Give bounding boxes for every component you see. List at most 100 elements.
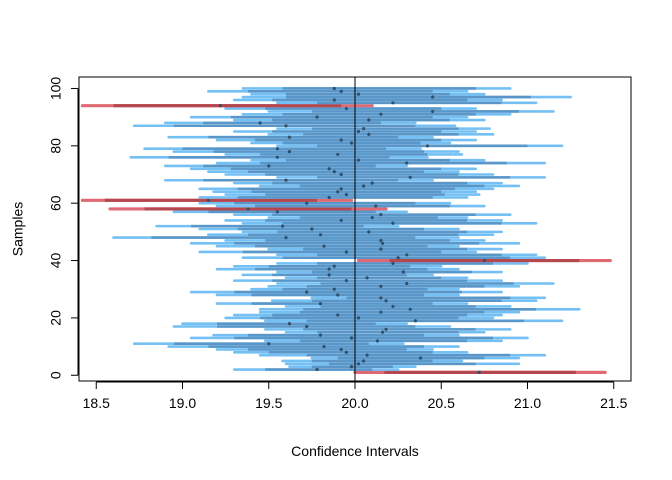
estimate-point-63 <box>344 192 348 197</box>
estimate-point-5 <box>362 359 366 363</box>
estimate-point-73 <box>267 164 271 168</box>
estimate-point-91 <box>379 112 383 116</box>
estimate-point-22 <box>379 310 383 314</box>
estimate-point-18 <box>287 322 292 326</box>
estimate-point-28 <box>336 293 340 297</box>
estimate-point-62 <box>327 195 331 200</box>
estimate-point-40 <box>482 258 486 263</box>
estimates-layer <box>206 86 486 374</box>
estimate-point-95 <box>391 101 395 105</box>
estimate-point-45 <box>322 244 326 248</box>
estimate-point-81 <box>349 141 354 145</box>
estimate-point-89 <box>367 118 371 122</box>
x-tick-label-1: 19.0 <box>169 395 196 411</box>
estimate-point-8 <box>344 350 348 354</box>
estimate-point-48 <box>284 236 288 240</box>
estimate-point-90 <box>315 115 319 119</box>
estimate-point-35 <box>327 273 331 277</box>
estimate-point-68 <box>284 178 288 182</box>
estimate-point-84 <box>367 132 371 136</box>
y-tick-label-4: 80 <box>48 138 64 154</box>
estimate-point-58 <box>246 207 250 211</box>
estimate-point-55 <box>370 215 374 220</box>
estimate-point-19 <box>413 319 417 323</box>
estimate-point-33 <box>344 279 348 283</box>
estimate-point-72 <box>327 167 331 171</box>
estimate-point-4 <box>356 362 361 366</box>
estimate-point-50 <box>367 230 371 234</box>
estimate-point-69 <box>408 175 412 179</box>
estimate-point-82 <box>339 138 343 142</box>
estimate-point-57 <box>275 210 279 214</box>
estimate-point-56 <box>379 213 383 217</box>
estimate-point-38 <box>332 264 336 268</box>
estimate-point-79 <box>275 147 279 151</box>
intervals-layer <box>80 87 612 374</box>
plot-frame <box>78 76 632 382</box>
estimate-point-37 <box>327 267 331 271</box>
estimate-point-29 <box>305 290 309 294</box>
estimate-point-70 <box>339 172 343 177</box>
estimate-point-34 <box>365 276 369 280</box>
estimate-point-100 <box>332 86 336 91</box>
estimate-point-47 <box>379 238 383 243</box>
estimate-point-46 <box>381 241 385 245</box>
estimate-point-51 <box>310 227 314 231</box>
y-tick-label-3: 60 <box>48 195 64 211</box>
y-axis-title: Samples <box>10 202 26 256</box>
estimate-point-87 <box>284 124 288 128</box>
estimate-point-30 <box>332 287 336 291</box>
estimate-point-32 <box>405 281 409 286</box>
estimate-point-6 <box>418 356 423 360</box>
estimate-point-53 <box>391 221 395 225</box>
x-tick-label-2: 19.5 <box>255 395 282 411</box>
x-tick-label-5: 21.0 <box>514 395 541 411</box>
estimate-point-85 <box>356 129 361 134</box>
x-axis-title: Confidence Intervals <box>291 443 419 459</box>
estimate-point-25 <box>318 301 323 306</box>
estimate-point-54 <box>339 218 343 222</box>
estimate-point-88 <box>258 121 262 125</box>
estimate-point-2 <box>315 367 319 372</box>
estimate-point-11 <box>267 342 271 346</box>
estimate-point-92 <box>431 109 435 114</box>
estimate-point-31 <box>379 284 383 288</box>
estimate-point-12 <box>375 339 380 343</box>
estimate-point-14 <box>318 333 323 337</box>
estimate-point-44 <box>379 247 383 251</box>
estimate-point-71 <box>332 170 336 174</box>
estimate-point-16 <box>384 327 388 331</box>
estimate-point-23 <box>408 307 412 311</box>
x-tick-label-0: 18.5 <box>83 395 110 411</box>
estimate-point-15 <box>381 330 385 334</box>
estimate-point-76 <box>275 155 279 159</box>
estimate-point-75 <box>356 158 361 162</box>
estimate-point-96 <box>332 98 336 102</box>
estimate-point-21 <box>336 313 340 317</box>
y-tick-label-2: 40 <box>48 253 64 269</box>
y-axis: 0 20 40 60 80 100 <box>48 77 79 379</box>
estimate-point-64 <box>336 190 340 194</box>
estimate-point-97 <box>431 95 435 99</box>
estimate-point-10 <box>322 344 326 349</box>
estimate-point-60 <box>305 201 309 205</box>
estimate-point-41 <box>396 256 400 260</box>
estimate-point-52 <box>280 224 285 228</box>
estimate-point-80 <box>425 144 430 148</box>
estimate-point-39 <box>391 261 395 266</box>
estimate-point-17 <box>305 324 309 329</box>
estimate-point-98 <box>356 92 361 96</box>
estimate-point-3 <box>349 365 354 369</box>
y-tick-label-0: 0 <box>48 371 64 379</box>
x-axis: 18.5 19.0 19.5 20.0 20.5 21.0 21.5 <box>83 381 628 411</box>
estimate-point-61 <box>206 198 210 202</box>
estimate-point-36 <box>401 270 405 274</box>
estimate-point-43 <box>344 250 348 254</box>
estimate-point-77 <box>336 152 340 157</box>
estimate-point-9 <box>339 347 343 352</box>
estimate-point-65 <box>339 187 343 191</box>
estimate-point-24 <box>391 304 395 309</box>
estimate-point-67 <box>370 181 374 185</box>
y-tick-label-5: 100 <box>48 77 64 101</box>
